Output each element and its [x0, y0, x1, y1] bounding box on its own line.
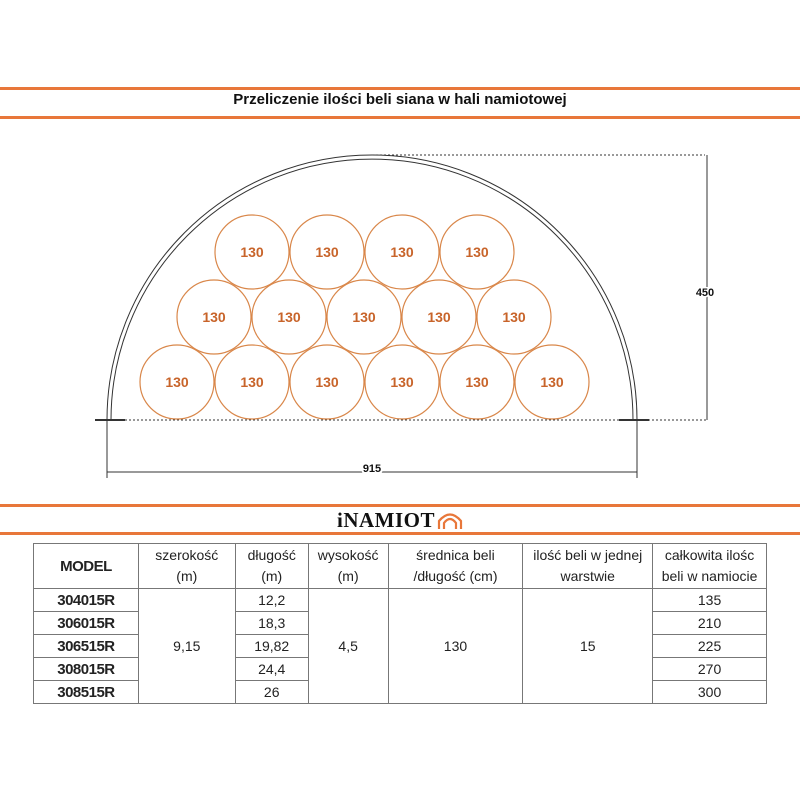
- header-label: (m): [176, 568, 198, 584]
- width-label: 915: [363, 463, 381, 475]
- table-cell: 9,15: [137, 588, 236, 704]
- hay-bale: [401, 279, 477, 355]
- column-header: średnica beli/długość (cm): [387, 543, 524, 589]
- table-cell: 4,5: [307, 588, 389, 704]
- table-cell: 210: [652, 611, 767, 635]
- table-cell: 308515R: [33, 680, 139, 704]
- bale-label: 130: [502, 309, 526, 325]
- hay-bale: [364, 214, 440, 290]
- bale-label: 130: [540, 374, 564, 390]
- hay-bale: [176, 279, 252, 355]
- hay-bale: [214, 214, 290, 290]
- hay-bale: [514, 344, 590, 420]
- header-label: warstwie: [560, 568, 615, 584]
- divider: [0, 87, 800, 90]
- column-header: szerokość (m): [137, 543, 236, 589]
- hay-bale: [214, 344, 290, 420]
- hay-bale: [364, 344, 440, 420]
- hay-bale: [251, 279, 327, 355]
- divider: [0, 116, 800, 119]
- bale-label: 130: [352, 309, 376, 325]
- page-title: Przeliczenie ilości beli siana w hali na…: [233, 91, 567, 108]
- divider: [0, 504, 800, 507]
- bale-label: 130: [390, 244, 414, 260]
- logo-text: iNAMIOT: [337, 508, 435, 532]
- hay-bale: [439, 214, 515, 290]
- table-cell: 308015R: [33, 657, 139, 681]
- header-label: szerokość: [155, 547, 219, 563]
- table-cell: 12,2: [234, 588, 309, 612]
- header-label: MODEL: [60, 557, 112, 575]
- bale-label: 130: [240, 244, 264, 260]
- bale-label: 130: [465, 374, 489, 390]
- bale-label: 130: [315, 244, 339, 260]
- header-label: średnica beli: [416, 547, 495, 563]
- table-cell: 304015R: [33, 588, 139, 612]
- table-cell: 19,82: [234, 634, 309, 658]
- table-cell: 270: [652, 657, 767, 681]
- column-header: MODEL: [33, 543, 139, 589]
- table-row: 304015R 9,15 12,2 4,5 130 15 135: [33, 588, 767, 704]
- hay-bale: [139, 344, 215, 420]
- divider: [0, 532, 800, 535]
- hay-bale: [326, 279, 402, 355]
- table-row: 306015R 18,3 210: [33, 611, 767, 635]
- header-label: beli w namiocie: [661, 568, 758, 584]
- bale-label: 130: [390, 374, 414, 390]
- table-cell: 26: [234, 680, 309, 704]
- bale-label: 130: [165, 374, 189, 390]
- tent-logo-icon: [437, 513, 463, 529]
- hay-bale: [476, 279, 552, 355]
- header-label: długość: [247, 547, 296, 563]
- bale-label: 130: [202, 309, 226, 325]
- table-cell: 130: [387, 588, 524, 704]
- bale-label: 130: [427, 309, 451, 325]
- logo: iNAMIOT: [0, 508, 800, 533]
- tent-arc-inner: [110, 158, 634, 421]
- hay-bale: [439, 344, 515, 420]
- column-header: wysokość (m): [307, 543, 389, 589]
- header-label: (m): [261, 568, 283, 584]
- header-label: całkowita ilośc: [664, 547, 755, 563]
- table-cell: 306515R: [33, 634, 139, 658]
- header-label: wysokość: [317, 547, 379, 563]
- bale-label: 130: [277, 309, 301, 325]
- specs-table: MODEL szerokość (m) długość (m) wysokość (m) śr…: [33, 543, 767, 704]
- header-label: (m): [337, 568, 359, 584]
- table-cell: 24,4: [234, 657, 309, 681]
- bale-label: 130: [240, 374, 264, 390]
- bale-label: 130: [315, 374, 339, 390]
- column-header: długość (m): [234, 543, 309, 589]
- header-label: ilość beli w jednej: [533, 547, 643, 563]
- table-cell: 15: [522, 588, 654, 704]
- table-row: 308515R 26 300: [33, 680, 767, 704]
- table-cell: 306015R: [33, 611, 139, 635]
- table-cell: 225: [652, 634, 767, 658]
- column-header: całkowita ilośc beli w namiocie: [652, 543, 767, 589]
- table-cell: 18,3: [234, 611, 309, 635]
- table-row: 306515R 19,82 225: [33, 634, 767, 658]
- table-cell: 135: [652, 588, 767, 612]
- hay-bale: [289, 344, 365, 420]
- height-label: 450: [696, 287, 714, 299]
- table-row: 308015R 24,4 270: [33, 657, 767, 681]
- hay-bale: [289, 214, 365, 290]
- column-header: ilość beli w jednej warstwie: [522, 543, 654, 589]
- tent-diagram: 450 915 130 130 130 130 130 130 130 130 130 130 130 1…: [95, 154, 716, 478]
- header-label: /długość (cm): [413, 568, 498, 584]
- table-cell: 300: [652, 680, 767, 704]
- bale-label: 130: [465, 244, 489, 260]
